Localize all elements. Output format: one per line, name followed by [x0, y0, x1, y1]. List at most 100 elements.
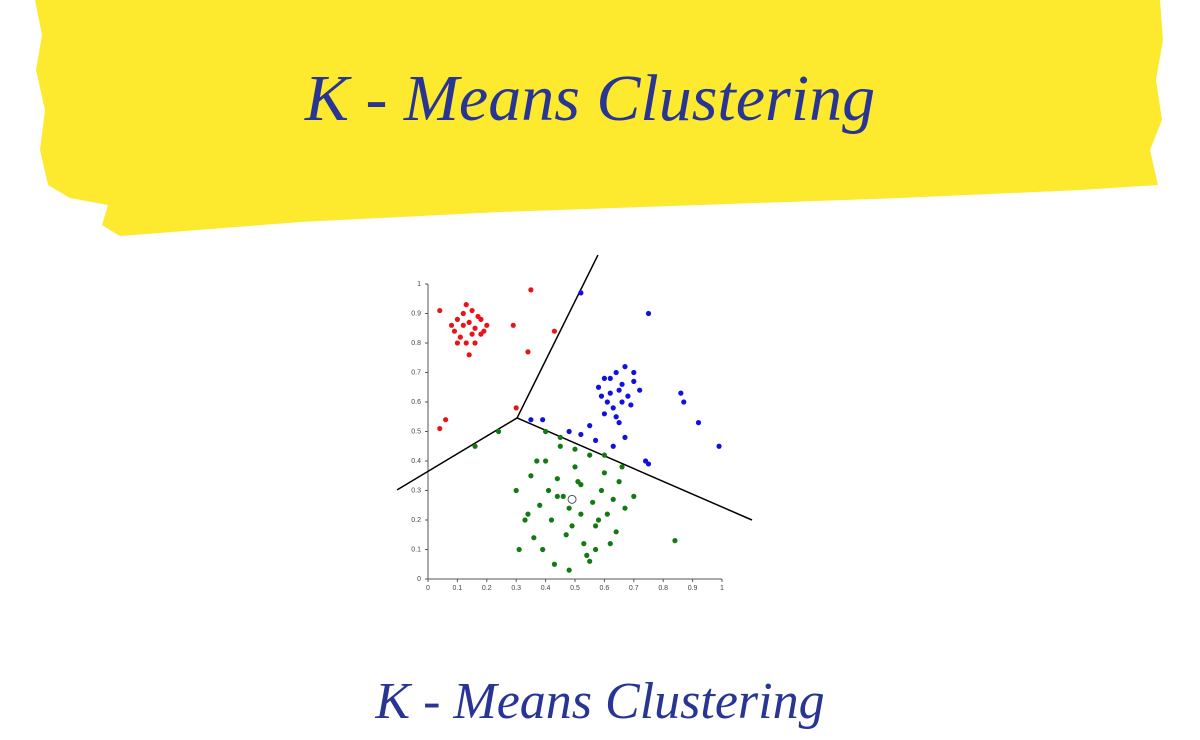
point: [628, 402, 634, 408]
point: [604, 511, 610, 517]
point: [592, 546, 599, 553]
point: [478, 316, 484, 322]
x-tick-label: 0.2: [482, 585, 492, 592]
point: [601, 375, 608, 381]
point: [598, 393, 605, 399]
point: [572, 464, 578, 470]
point: [534, 458, 540, 464]
point: [716, 443, 722, 449]
point: [437, 307, 443, 314]
point: [622, 505, 628, 511]
point: [584, 552, 590, 559]
point: [525, 349, 531, 355]
point: [678, 390, 684, 396]
point: [581, 541, 587, 547]
point: [469, 307, 475, 314]
point: [607, 541, 613, 547]
y-tick-label: 0.4: [411, 458, 421, 465]
point: [631, 369, 637, 376]
boundary-line: [516, 417, 753, 521]
point: [645, 310, 652, 317]
point: [566, 505, 572, 511]
banner: [35, 0, 1163, 236]
point: [437, 425, 443, 432]
point: [481, 328, 487, 334]
point: [472, 340, 478, 346]
x-tick-label: 0: [426, 585, 430, 592]
point: [551, 561, 558, 567]
point: [592, 437, 599, 443]
point: [631, 493, 637, 499]
point: [578, 511, 584, 517]
point: [587, 423, 593, 429]
caption: K - Means Clustering: [374, 673, 824, 730]
point: [625, 393, 631, 399]
point: [610, 405, 616, 411]
point: [451, 328, 458, 334]
point: [601, 411, 608, 417]
point: [595, 517, 602, 523]
point: [613, 369, 619, 376]
y-tick-label: 0.8: [411, 340, 421, 347]
y-tick-label: 0.7: [411, 369, 421, 376]
point: [448, 322, 455, 328]
point: [587, 452, 593, 458]
point: [616, 420, 622, 426]
point: [548, 517, 555, 523]
point: [443, 417, 449, 423]
y-tick-label: 1: [417, 281, 421, 288]
point: [463, 302, 469, 308]
point: [607, 375, 613, 381]
point: [607, 390, 613, 396]
point: [522, 517, 528, 523]
y-tick-label: 0.9: [411, 310, 421, 317]
point: [645, 461, 652, 467]
point: [466, 319, 472, 325]
point: [543, 428, 549, 435]
point: [510, 322, 516, 328]
point: [528, 417, 534, 423]
point: [613, 414, 619, 420]
point: [531, 535, 537, 541]
point: [528, 473, 534, 479]
point: [578, 482, 584, 488]
point: [587, 558, 593, 564]
point: [601, 470, 608, 476]
point: [592, 523, 599, 529]
y-tick-label: 0.5: [411, 428, 421, 435]
y-tick-label: 0.3: [411, 487, 421, 494]
point: [619, 464, 625, 470]
y-tick-label: 0.1: [411, 546, 421, 553]
point: [613, 529, 619, 535]
point: [495, 428, 502, 435]
centroid: [567, 494, 577, 504]
point: [619, 399, 625, 405]
point: [578, 290, 584, 296]
point: [469, 331, 475, 337]
point: [513, 487, 519, 494]
banner-title: K - Means Clustering: [304, 62, 875, 135]
point: [616, 479, 622, 485]
point: [528, 287, 534, 293]
boundary-line: [516, 254, 599, 419]
point: [566, 567, 572, 573]
point: [560, 493, 566, 499]
point: [681, 399, 687, 405]
point: [566, 428, 572, 435]
x-tick-label: 0.7: [629, 585, 639, 592]
point: [457, 334, 463, 340]
x-tick-label: 0.6: [600, 585, 610, 592]
point: [610, 496, 616, 502]
point: [563, 532, 569, 538]
point: [619, 381, 625, 387]
point: [610, 443, 616, 449]
point: [572, 446, 578, 452]
point: [616, 387, 622, 393]
point: [578, 431, 584, 438]
point: [622, 364, 628, 370]
point: [463, 340, 469, 346]
point: [601, 452, 608, 458]
point: [472, 443, 478, 449]
point: [569, 523, 575, 529]
